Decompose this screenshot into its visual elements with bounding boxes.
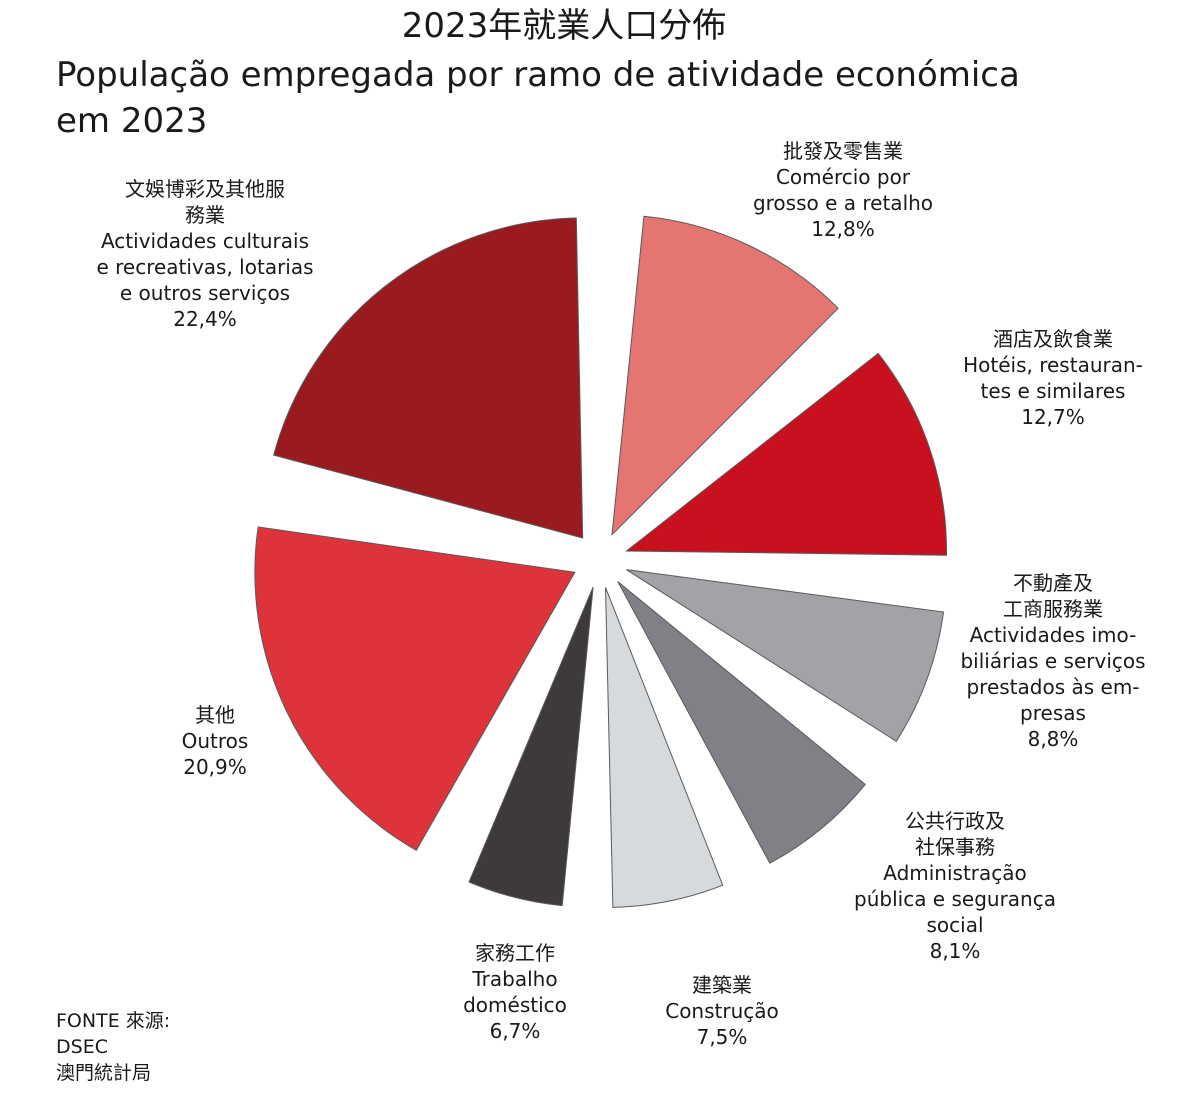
- slice-label: 其他 Outros 20,9%: [135, 702, 295, 780]
- slice-value-label: 8,1%: [929, 939, 981, 963]
- slice-label-pt: Comércio por: [775, 165, 911, 189]
- slice-label-zh: 酒店及飲食業: [993, 327, 1113, 351]
- slice-value-label: 7,5%: [696, 1025, 748, 1049]
- slice-value-label: 6,7%: [489, 1019, 541, 1043]
- slice-label: 文娛博彩及其他服 務業 Actividades culturais e recreat…: [55, 176, 355, 332]
- slice-label-pt: tes e similares: [980, 379, 1126, 403]
- slice-label-zh: 文娛博彩及其他服: [125, 177, 285, 201]
- slice-label-pt: biliárias e serviços: [960, 649, 1146, 673]
- slice-value-label: 12,8%: [811, 217, 875, 241]
- slice-label-zh: 公共行政及: [905, 809, 1005, 833]
- slice-label-pt: pública e segurança: [854, 887, 1056, 911]
- pie-slice: [273, 217, 584, 539]
- pie-slice: [605, 587, 724, 908]
- slice-label: 公共行政及 社保事務 Administração pública e seguranç…: [825, 808, 1085, 964]
- slice-label-pt: Hotéis, restauran-: [963, 353, 1143, 377]
- slice-label-pt: Actividades culturais: [100, 229, 310, 253]
- slice-label-pt: social: [926, 913, 984, 937]
- slice-label-pt: presas: [1020, 701, 1086, 725]
- chart-title-zh: 2023年就業人口分佈: [401, 6, 727, 46]
- slice-label-pt: Trabalho: [472, 967, 558, 991]
- slice-label: 酒店及飲食業 Hotéis, restauran-tes e similares 1…: [933, 326, 1173, 430]
- slice-label-pt: grosso e a retalho: [752, 191, 934, 215]
- slice-label-pt: prestados às em-: [966, 675, 1140, 699]
- slice-label: 不動產及 工商服務業 Actividades imo-biliárias e ser…: [928, 570, 1178, 752]
- slice-label-pt: doméstico: [463, 993, 567, 1017]
- slice-label: 批發及零售業 Comércio por grosso e a retalho 12,8…: [713, 138, 973, 242]
- pie-slice: [625, 352, 948, 556]
- source-note: FONTE 來源: DSEC 澳門統計局: [56, 1008, 170, 1086]
- slice-label-zh: 務業: [185, 203, 225, 227]
- pie-slice: [611, 215, 839, 537]
- chart-title-pt: População empregada por ramo de atividad…: [56, 52, 1136, 144]
- chart-title-pt-line: em 2023: [56, 101, 208, 141]
- slice-label-zh: 家務工作: [475, 941, 555, 965]
- pie-slice: [617, 581, 867, 864]
- slice-label: 建築業 Construção 7,5%: [622, 972, 822, 1050]
- slice-label-pt: Construção: [665, 999, 779, 1023]
- slice-label-zh: 其他: [195, 703, 235, 727]
- slice-label-pt: e outros serviços: [119, 281, 291, 305]
- slice-label-pt: Administração: [883, 861, 1027, 885]
- source-line: FONTE 來源:: [56, 1010, 171, 1032]
- slice-label-zh: 建築業: [692, 973, 752, 997]
- slice-value-label: 8,8%: [1027, 727, 1079, 751]
- pie-slice: [468, 586, 594, 907]
- slice-value-label: 22,4%: [173, 307, 237, 331]
- slice-value-label: 20,9%: [183, 755, 247, 779]
- pie-slice: [626, 569, 945, 742]
- slice-label-zh: 不動產及: [1013, 571, 1093, 595]
- source-line: DSEC: [56, 1036, 108, 1058]
- slice-label-zh: 社保事務: [915, 835, 995, 859]
- slice-label-zh: 批發及零售業: [783, 139, 903, 163]
- pie-slice: [254, 526, 576, 851]
- slice-value-label: 12,7%: [1021, 405, 1085, 429]
- slice-label-pt: Outros: [181, 729, 249, 753]
- slice-label-zh: 工商服務業: [1003, 597, 1103, 621]
- chart-title-pt-line: População empregada por ramo de atividad…: [56, 55, 1020, 95]
- slice-label: 家務工作 Trabalho doméstico 6,7%: [415, 940, 615, 1044]
- slice-label-pt: e recreativas, lotarias: [96, 255, 314, 279]
- slice-label-pt: Actividades imo-: [969, 623, 1137, 647]
- source-line: 澳門統計局: [56, 1062, 152, 1084]
